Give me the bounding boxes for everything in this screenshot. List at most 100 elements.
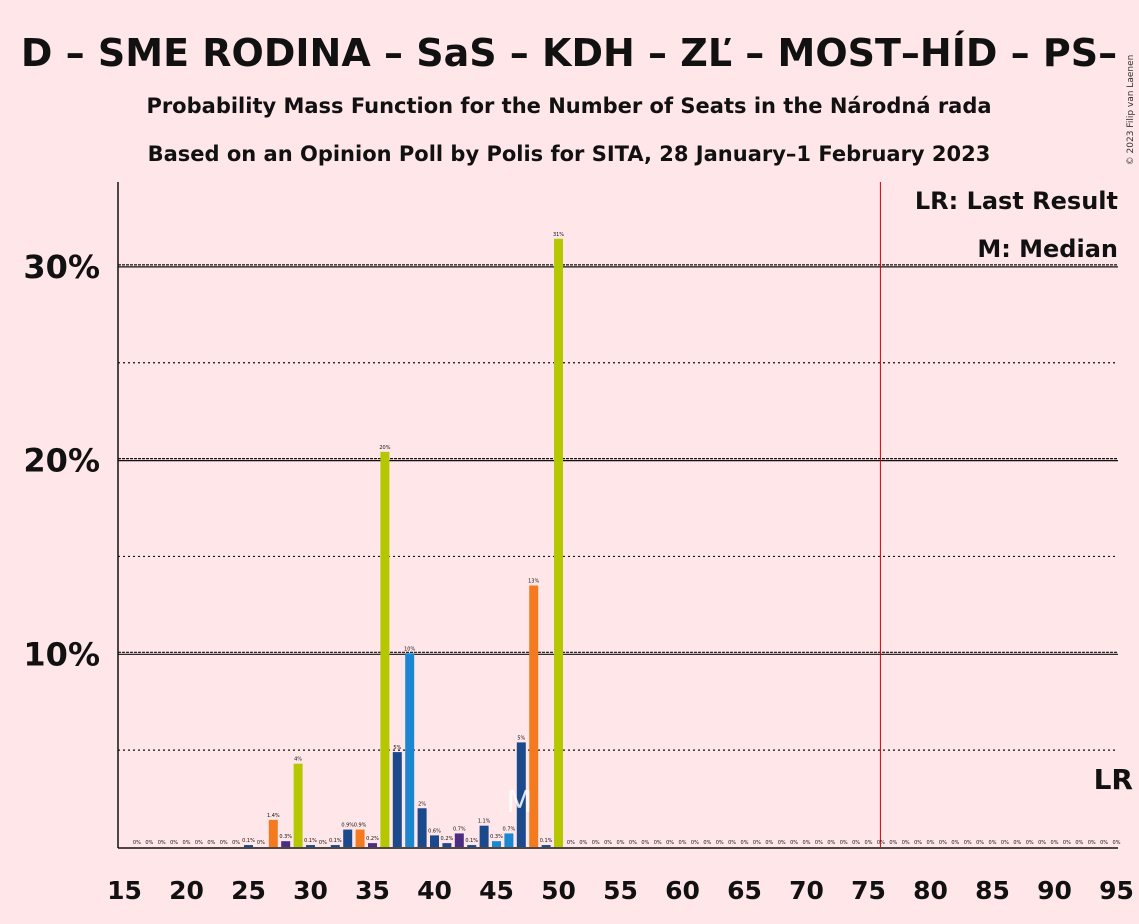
bar-seats-27 [268, 819, 278, 847]
bar-value-label: 31% [553, 232, 564, 238]
bar-value-label: 5% [517, 735, 525, 741]
bar-seats-41 [442, 843, 452, 847]
gridlines: 10% 20% 30% [23, 182, 1118, 847]
x-tick-label: 85 [975, 876, 1010, 905]
x-tick-label: 60 [665, 876, 700, 905]
bar-value-label: 0% [1001, 840, 1009, 846]
x-tick-label: 45 [479, 876, 514, 905]
bar-value-label: 0.6% [428, 828, 441, 834]
bar-value-label: 0% [927, 840, 935, 846]
axes: 15 20 25 30 35 40 45 50 55 60 65 70 75 80 85 90 95 [107, 182, 1134, 905]
bar-value-label: 0% [815, 840, 823, 846]
bar-seats-36 [380, 451, 390, 847]
bar-value-label: 0% [691, 840, 699, 846]
x-tick-label: 80 [913, 876, 948, 905]
bar-value-label: 0.9% [354, 823, 367, 829]
bar-value-label: 0% [703, 840, 711, 846]
bar-value-label: 0% [579, 840, 587, 846]
bar-value-label: 0.7% [503, 826, 516, 832]
bar-value-label: 0% [753, 840, 761, 846]
x-tick-label: 15 [107, 876, 142, 905]
bar-value-label: 0% [1113, 840, 1121, 846]
copyright-notice: © 2023 Filip van Laenen [1126, 55, 1136, 166]
bar-value-label: 0% [951, 840, 959, 846]
bar-value-label: 0% [257, 840, 265, 846]
bar-value-label: 0% [604, 840, 612, 846]
bar-seats-48 [529, 585, 539, 847]
bar-value-label: 0% [666, 840, 674, 846]
bar-value-label: 0% [1075, 840, 1083, 846]
bar-value-label: 0% [741, 840, 749, 846]
bar-seats-47 [516, 742, 526, 847]
bar-value-label: 0% [220, 840, 228, 846]
bar-seats-37 [392, 752, 402, 847]
bar-seats-42 [454, 833, 464, 847]
x-tick-label: 55 [603, 876, 638, 905]
bar-value-label: 0% [195, 840, 203, 846]
bar-value-label: 0% [852, 840, 860, 846]
bar-seats-35 [368, 843, 377, 847]
bar-value-label: 0% [170, 840, 178, 846]
bar-value-label: 0% [1038, 840, 1046, 846]
x-tick-label: 25 [231, 876, 266, 905]
bar-value-label: 0% [183, 840, 191, 846]
y-tick-label: 20% [23, 442, 100, 480]
bar-value-label: 0% [989, 840, 997, 846]
y-tick-label: 30% [23, 248, 100, 286]
bar-seats-44 [479, 825, 489, 847]
bar-value-label: 0.3% [490, 834, 503, 840]
bar-value-label: 0% [1026, 840, 1034, 846]
legend-median: M: Median [977, 235, 1118, 263]
bar-value-label: 0% [728, 840, 736, 846]
bar-value-label: 5% [393, 745, 401, 751]
bar-seats-32 [330, 845, 340, 847]
bar-value-label: 0% [827, 840, 835, 846]
bar-value-label: 1.1% [478, 819, 491, 825]
x-tick-label: 65 [727, 876, 762, 905]
bar-value-label: 0.1% [465, 838, 478, 844]
bar-value-label: 0% [889, 840, 897, 846]
last-result-marker: LR [1094, 763, 1133, 796]
bar-value-label: 0% [902, 840, 910, 846]
bar-value-label: 0.3% [279, 834, 292, 840]
x-tick-label: 20 [169, 876, 204, 905]
bar-value-label: 0% [679, 840, 687, 846]
bars [244, 238, 563, 848]
bar-labels: 0% 0% 0% 0% 0% 0% 0% 0% 0% 0.1% 0% 1.4% 0.3% 4% 0.1% 0%… [133, 232, 1121, 846]
bar-value-label: 0% [716, 840, 724, 846]
bar-value-label: 13% [528, 579, 539, 585]
bar-value-label: 0.1% [329, 838, 342, 844]
bar-value-label: 0% [145, 840, 153, 846]
bar-seats-29 [293, 763, 303, 847]
y-tick-label: 10% [23, 635, 100, 673]
bar-seats-39 [417, 808, 427, 847]
bar-value-label: 0% [877, 840, 885, 846]
bar-value-label: 0.7% [453, 826, 466, 832]
x-tick-label: 35 [355, 876, 390, 905]
x-tick-label: 90 [1037, 876, 1072, 905]
x-tick-label: 50 [541, 876, 576, 905]
chart-title: D – SME RODINA – SaS – KDH – ZĽ – MOST–H… [21, 31, 1117, 75]
bar-value-label: 0% [629, 840, 637, 846]
legend-last-result: LR: Last Result [915, 187, 1118, 215]
bar-value-label: 0% [790, 840, 798, 846]
bar-value-label: 0% [133, 840, 141, 846]
bar-value-label: 0% [641, 840, 649, 846]
bar-seats-38 [405, 653, 415, 847]
bar-seats-30 [306, 845, 315, 847]
bar-value-label: 0% [865, 840, 873, 846]
x-tick-label: 95 [1099, 876, 1134, 905]
bar-value-label: 20% [379, 445, 390, 451]
bar-value-label: 0% [1013, 840, 1021, 846]
x-tick-label: 70 [789, 876, 824, 905]
bar-value-label: 0% [1100, 840, 1108, 846]
bar-value-label: 0% [803, 840, 811, 846]
x-tick-label: 75 [851, 876, 886, 905]
bar-seats-40 [430, 835, 439, 847]
bar-value-label: 0.9% [341, 823, 354, 829]
chart-source: Based on an Opinion Poll by Polis for SI… [148, 142, 991, 166]
median-marker: M [506, 785, 532, 820]
bar-seats-25 [244, 845, 253, 847]
bar-value-label: 0.1% [540, 838, 553, 844]
